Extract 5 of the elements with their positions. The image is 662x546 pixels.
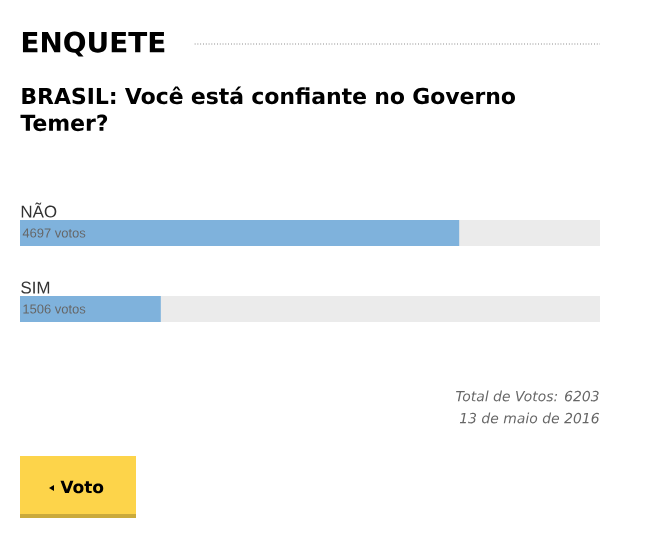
text: Voto — [60, 480, 104, 494]
y-tick-label: NÃO — [21, 202, 57, 218]
chart-subtitle: BRASIL: Você está confiante no Governo Temer? — [20, 86, 515, 132]
chart-title: ENQUETE — [22, 31, 165, 57]
y-tick-label: SIM — [21, 281, 50, 294]
